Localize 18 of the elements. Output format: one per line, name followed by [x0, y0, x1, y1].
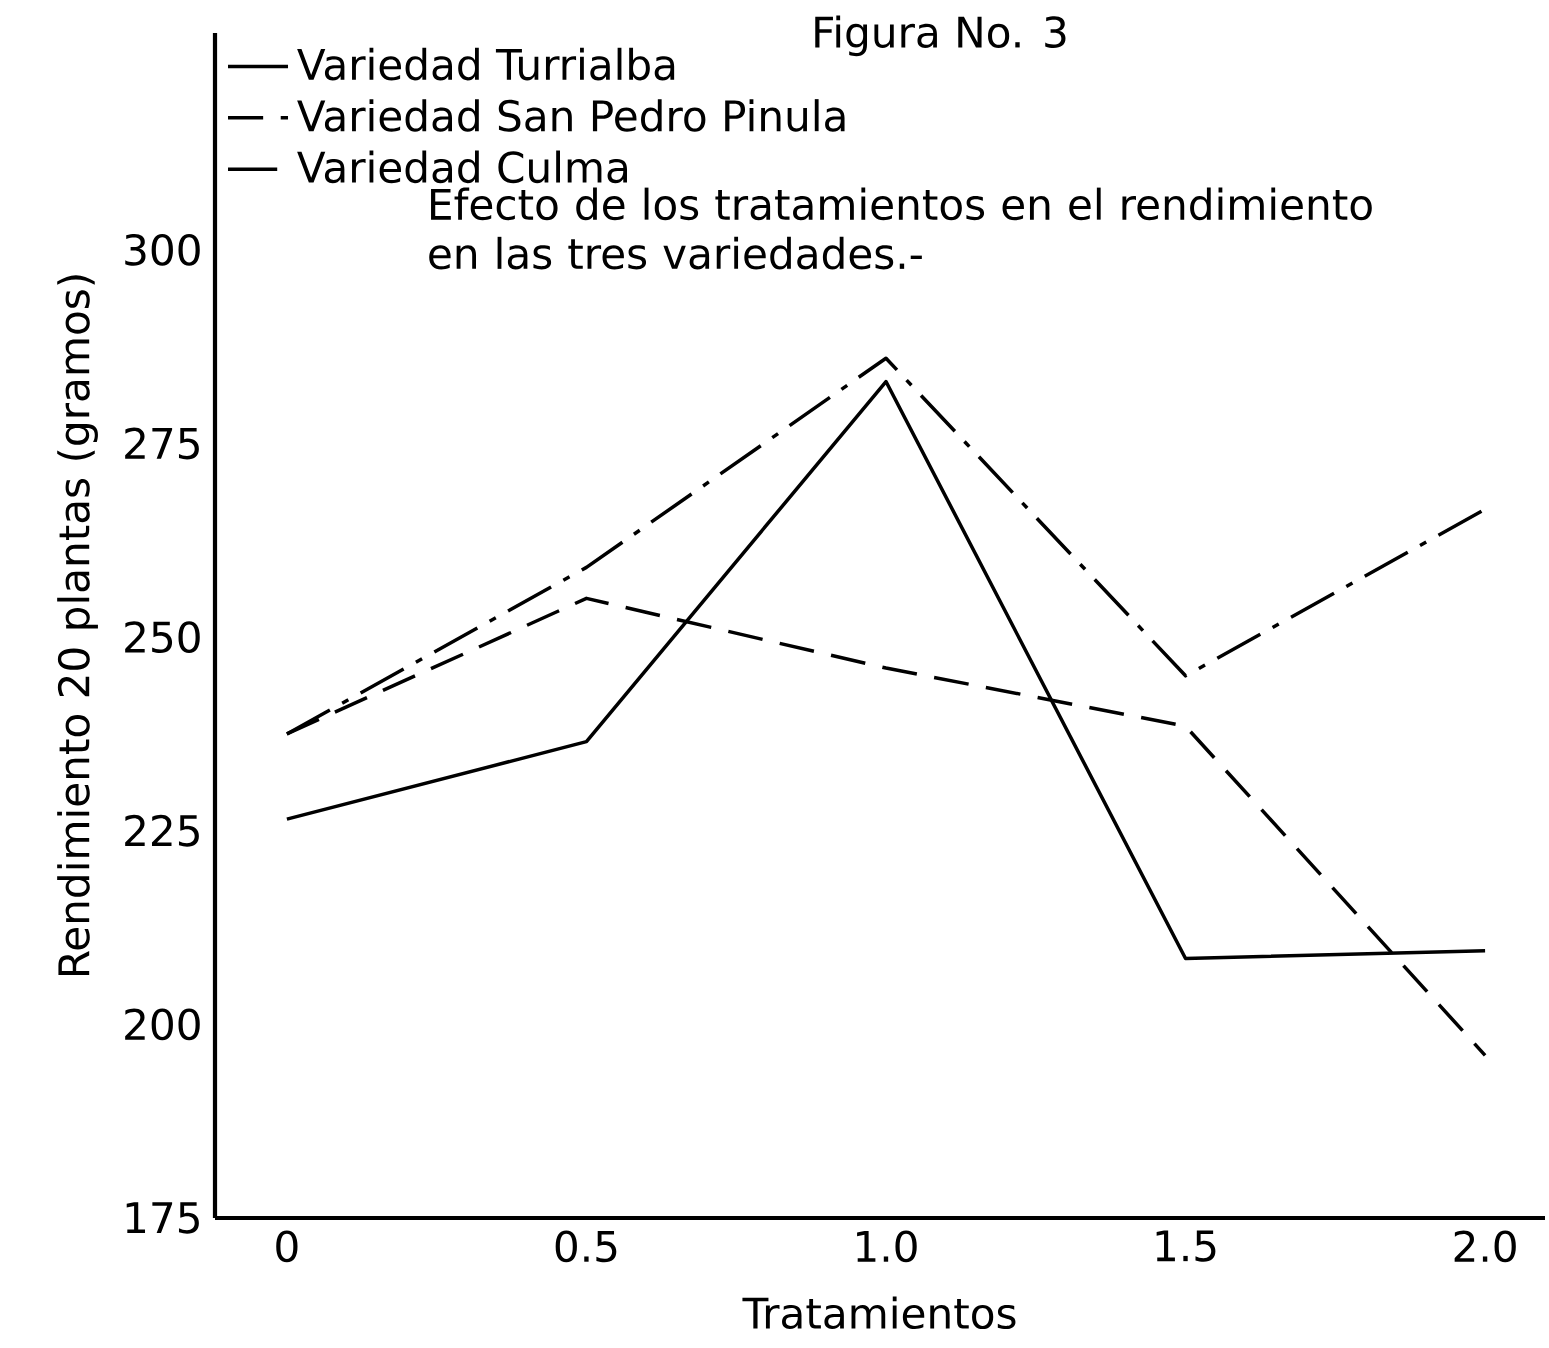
x-tick-label: 0 [276, 1230, 298, 1263]
x-axis-title: Tratamientos [742, 1296, 1016, 1330]
y-tick-label: 175 [126, 1202, 199, 1234]
x-tick-label: 0.5 [555, 1230, 617, 1263]
y-tick-label: 225 [125, 814, 199, 847]
x-tick-label: 1.0 [857, 1230, 917, 1263]
legend-label: Variedad Culma [297, 150, 627, 184]
x-tick-label: 2.0 [1454, 1230, 1516, 1263]
annotation: Efecto de los tratamientos en el rendimiento en las tres variedades.- [429, 187, 1372, 270]
y-tick-label: 250 [125, 621, 200, 654]
chart-title: Figura No. 3 [815, 15, 1066, 57]
legend-label: Variedad Turrialba [297, 47, 675, 81]
y-axis-title: Rendimiento 20 plantas (gramos) [57, 275, 98, 976]
y-tick-label: 300 [125, 233, 200, 266]
y-tick-label: 200 [125, 1008, 200, 1041]
x-tick-label: 1.5 [1156, 1230, 1216, 1262]
legend-label: Variedad San Pedro Pinula [297, 99, 845, 132]
y-tick-label: 275 [125, 427, 199, 460]
